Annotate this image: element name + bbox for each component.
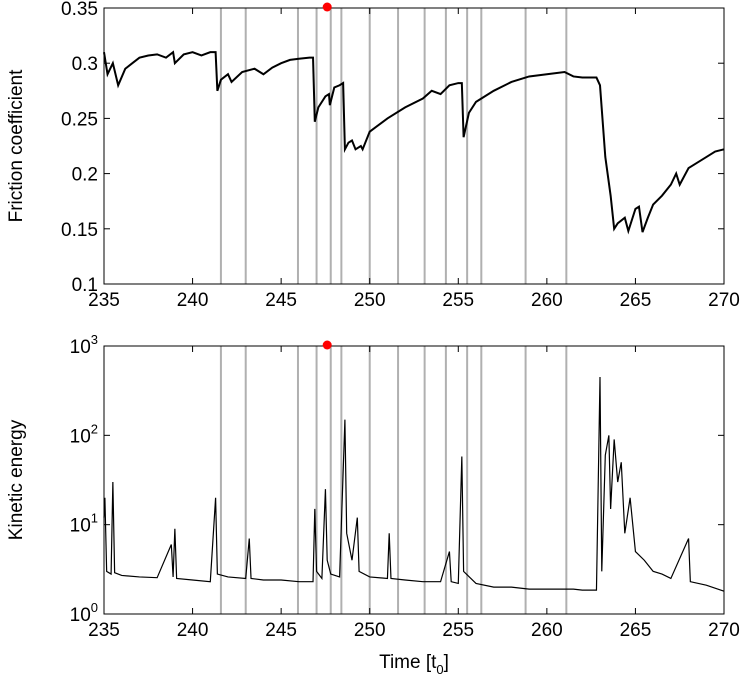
x-tick-label: 250 [354,290,386,311]
y-tick-label: 0.1 [72,275,98,296]
x-tick-label: 260 [531,620,563,641]
x-tick-label: 250 [354,620,386,641]
y-axis-label: Friction coefficient [6,69,27,222]
y-tick-label: 102 [70,421,98,447]
event-marker [322,340,332,350]
data-line [103,50,725,235]
axes-frame [103,345,725,615]
y-tick-label: 0.15 [61,220,98,241]
x-tick-label: 260 [531,290,563,311]
x-tick-label: 270 [708,290,740,311]
y-tick-label: 100 [70,600,98,626]
y-tick-label: 0.2 [72,165,98,186]
x-tick-label: 235 [88,620,120,641]
axes-frame [103,7,725,285]
plot: 235 240 245 250 255 260 265 270 100 101 102 103 Kine… [6,332,740,677]
y-tick-label: 103 [70,332,98,358]
x-axis-label: Time [t0] [379,652,449,677]
x-tick-label: 240 [177,620,209,641]
data-line [103,376,725,592]
x-tick-label: 240 [177,290,209,311]
x-tick-label: 270 [708,620,740,641]
x-tick-label: 245 [265,290,297,311]
x-tick-label: 255 [442,620,474,641]
y-tick-label: 101 [70,511,98,537]
y-tick-label: 0.3 [72,54,98,75]
y-tick-label: 0.35 [61,0,98,20]
x-tick-label: 245 [265,620,297,641]
x-tick-label: 265 [620,620,652,641]
event-marker [322,2,332,12]
x-tick-label: 265 [620,290,652,311]
x-tick-label: 255 [442,290,474,311]
x-tick-label: 235 [88,290,120,311]
plot: 235 240 245 250 255 260 265 270 0.1 0.15 0.2 0.25 0.… [6,0,740,311]
y-tick-label: 0.25 [61,109,98,130]
y-axis-label: Kinetic energy [6,419,27,540]
